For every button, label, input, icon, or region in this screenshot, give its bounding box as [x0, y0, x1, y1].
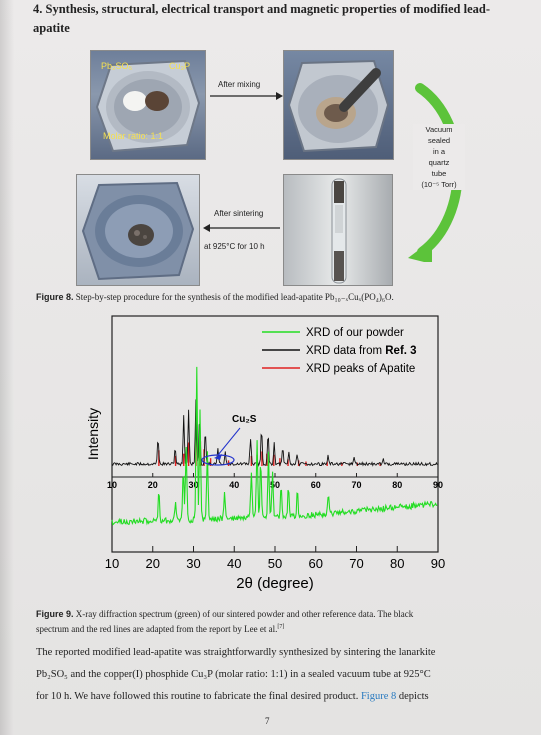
body-line-3: for 10 h. We have followed this routine …	[36, 686, 506, 708]
x-tick-label: 50	[268, 556, 282, 571]
legend-label-red: XRD peaks of Apatite	[306, 363, 415, 375]
section-heading-line2: apatite	[33, 21, 70, 35]
label-vacuum-sealed: Vacuum sealed in a quartz tube (10⁻⁵ Tor…	[413, 124, 465, 190]
inner-tick-label: 60	[311, 480, 321, 490]
vacuum-line: Vacuum	[425, 125, 453, 134]
x-tick-label: 40	[227, 556, 241, 571]
x-tick-label: 70	[349, 556, 363, 571]
body-line-3-end: depicts	[396, 691, 429, 702]
photo-powders-in-mortar: Pb₂SO₅ Cu₃P Molar ratio: 1:1	[90, 50, 206, 160]
x-tick-label: 10	[105, 556, 119, 571]
x-axis-label: 2θ (degree)	[236, 575, 314, 592]
figure-9-caption: Figure 9. X-ray diffraction spectrum (gr…	[36, 608, 510, 636]
label-cu3p: Cu₃P	[169, 61, 191, 71]
figure-8-caption-text: Step-by-step procedure for the synthesis…	[73, 292, 394, 302]
y-axis-label: Intensity	[85, 408, 101, 460]
figure-8-link[interactable]: Figure 8	[360, 691, 397, 702]
xrd-chart: 10 20 30 40 50 60 70 80 90 10 20 30 40 50 60 70 80 90 Cu…	[85, 315, 445, 592]
vacuum-line: tube	[431, 169, 447, 178]
page-shadow	[0, 0, 14, 735]
cu2s-pointer	[217, 427, 241, 456]
arrow-left-icon	[203, 224, 280, 232]
our-powder-spectrum-line	[111, 366, 438, 526]
figure-9-caption-line2: spectrum and the red lines are adapted f…	[36, 624, 278, 634]
cu2s-arrowhead	[214, 454, 222, 460]
inner-tick-label: 80	[392, 480, 402, 490]
mortar-drawing	[95, 59, 201, 153]
label-molar-ratio: Molar ratio: 1:1	[103, 131, 164, 141]
vacuum-line: quartz	[428, 158, 450, 167]
photo-quartz-tube	[283, 174, 393, 286]
figure-9-caption-line1: X-ray diffraction spectrum (green) of ou…	[73, 609, 414, 619]
reference-spectrum-line	[111, 399, 438, 467]
label-after-sintering: After sintering	[214, 209, 264, 218]
vacuum-line: (10⁻⁵ Torr)	[421, 180, 457, 189]
inner-tick-label: 50	[270, 480, 280, 490]
x-tick-label: 30	[186, 556, 200, 571]
outer-x-axis: 10 20 30 40 50 60 70 80 90	[105, 546, 445, 571]
figure-8-caption-label: Figure 8.	[36, 292, 74, 302]
inner-tick-label: 30	[188, 480, 198, 490]
series-layer	[111, 366, 438, 526]
inner-tick-label: 10	[107, 480, 117, 490]
section-heading: 4. Synthesis, structural, electrical tra…	[33, 0, 513, 38]
figure-9-caption-ref: [7]	[277, 624, 285, 630]
photo-sintered-product	[76, 174, 200, 286]
label-after-mixing: After mixing	[218, 80, 261, 89]
grinding-drawing	[287, 59, 390, 153]
x-tick-label: 60	[309, 556, 323, 571]
quartz-tube-drawing	[331, 178, 347, 284]
inner-x-axis: 10 20 30 40 50 60 70 80 90	[107, 473, 443, 490]
label-temperature-time: at 925°C for 10 h	[204, 242, 265, 251]
x-tick-label: 20	[146, 556, 160, 571]
cu2s-label: Cu₂S	[232, 414, 257, 425]
section-heading-line1: 4. Synthesis, structural, electrical tra…	[33, 2, 491, 16]
legend: XRD of our powder XRD data from Ref. 3 X…	[262, 327, 417, 375]
inner-tick-label: 70	[351, 480, 361, 490]
body-line-1: The reported modified lead-apatite was s…	[36, 647, 436, 658]
vacuum-line: in a	[432, 147, 446, 156]
body-line-2: Pb₂SO₅ and the copper(I) phosphide Cu₃P …	[36, 669, 431, 680]
figure-8-caption: Figure 8. Step-by-step procedure for the…	[36, 291, 506, 304]
inner-tick-label: 40	[229, 480, 239, 490]
legend-label-green: XRD of our powder	[306, 327, 404, 339]
figure-9-caption-label: Figure 9.	[36, 609, 74, 619]
body-paragraph: The reported modified lead-apatite was s…	[36, 642, 506, 708]
label-pb2so5: Pb₂SO₅	[101, 61, 133, 71]
photo-mixed-powder	[283, 50, 394, 160]
page-number: 7	[265, 716, 270, 726]
inner-tick-label: 90	[433, 480, 443, 490]
x-tick-label: 80	[390, 556, 404, 571]
dish-drawing	[81, 181, 195, 281]
legend-label-black: XRD data from Ref. 3	[306, 345, 417, 357]
x-tick-label: 90	[431, 556, 445, 571]
arrow-right-icon	[210, 92, 283, 100]
vacuum-line: sealed	[427, 136, 451, 145]
inner-tick-label: 20	[148, 480, 158, 490]
body-line-3-text: for 10 h. We have followed this routine …	[36, 691, 361, 702]
